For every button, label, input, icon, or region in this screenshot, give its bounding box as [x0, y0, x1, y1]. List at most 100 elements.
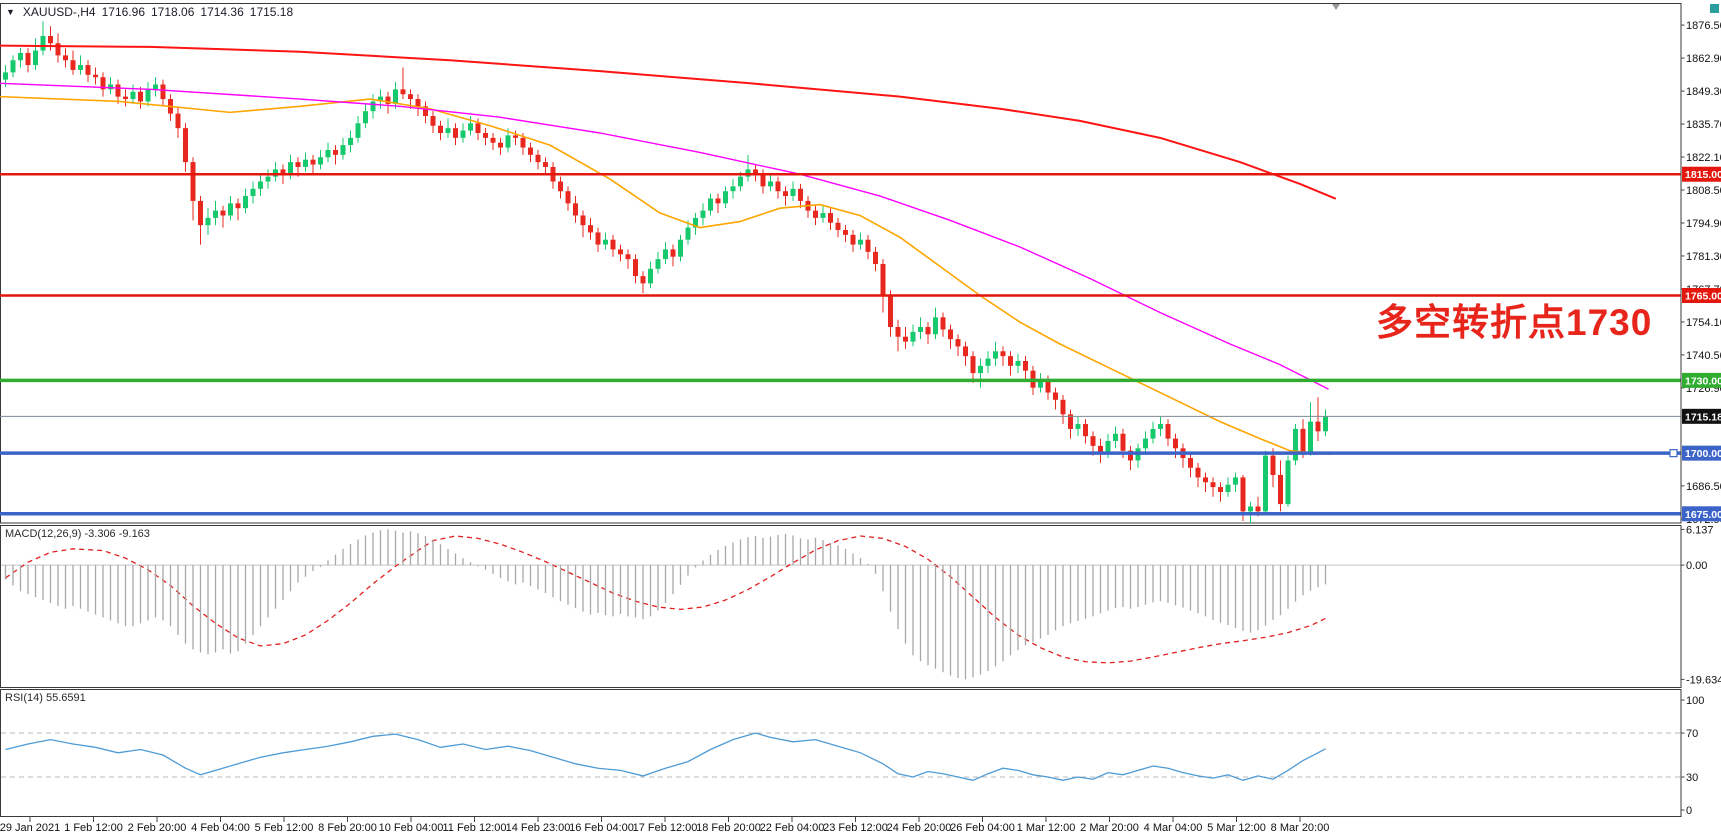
- ohlc-high: 1718.06: [151, 5, 195, 19]
- macd-pane-frame: [0, 525, 1682, 688]
- candle-body: [648, 268, 653, 284]
- candle-body: [378, 96, 383, 102]
- candles: [3, 21, 1328, 524]
- macd-axis-label: 6.137: [1686, 524, 1714, 536]
- time-axis[interactable]: 29 Jan 2021 1 Feb 12:00 2 Feb 20:00 4 Feb 0…: [0, 817, 1329, 834]
- rsi-axis-label: 0: [1686, 805, 1692, 817]
- candle-body: [595, 232, 601, 245]
- candle-body: [678, 239, 683, 257]
- line-drag-handle[interactable]: [1669, 449, 1678, 458]
- time-label: 17 Feb 12:00: [633, 822, 698, 834]
- candle-body: [33, 50, 38, 66]
- rsi-name: RSI(14): [5, 692, 43, 704]
- candle-body: [63, 55, 68, 61]
- price-axis[interactable]: 1876.50 1862.90 1849.30 1835.70 1822.10 1808.…: [1680, 20, 1721, 526]
- time-label: 22 Feb 04:00: [760, 822, 825, 834]
- ma-fast-line: [0, 95, 1331, 456]
- price-axis-label: 1835.70: [1686, 119, 1721, 131]
- candle-body: [85, 65, 91, 75]
- candle-body: [400, 89, 406, 95]
- candle-body: [145, 89, 151, 102]
- candle-body: [505, 135, 511, 148]
- rsi-pane-frame: [0, 689, 1682, 817]
- price-axis-label: 1740.50: [1686, 350, 1721, 362]
- candle-body: [513, 135, 518, 138]
- candle-body: [490, 137, 496, 143]
- time-label: 1 Mar 12:00: [1017, 822, 1076, 834]
- symbol-dropdown-icon[interactable]: ▼: [6, 7, 15, 17]
- candle-body: [1068, 414, 1073, 429]
- macd-axis-label: 0.00: [1686, 560, 1707, 572]
- candle-body: [693, 217, 698, 228]
- candle-body: [213, 210, 218, 218]
- candle-body: [423, 106, 428, 117]
- candle-body: [1263, 455, 1268, 512]
- chart-shift-marker-icon[interactable]: [1332, 4, 1340, 10]
- candle-body: [700, 210, 706, 218]
- annotation-text: 多空转折点1730: [1376, 302, 1653, 343]
- candle-body: [970, 356, 976, 374]
- candle-body: [10, 60, 16, 73]
- candle-body: [475, 123, 481, 133]
- candle-body: [1323, 416, 1328, 432]
- candle-body: [1195, 467, 1201, 478]
- candle-body: [835, 222, 841, 231]
- ohlc-open: 1716.96: [101, 5, 145, 19]
- candle-body: [175, 113, 181, 129]
- main-pane-frame: [0, 3, 1682, 524]
- price-axis-label: 1808.50: [1686, 185, 1721, 197]
- candle-body: [1158, 424, 1163, 429]
- candle-body: [858, 239, 863, 245]
- candle-body: [655, 259, 661, 269]
- candle-body: [55, 43, 61, 56]
- candle-body: [918, 327, 923, 332]
- candle-body: [1270, 455, 1276, 475]
- price-axis-label: 1686.50: [1686, 481, 1721, 493]
- candle-body: [1023, 360, 1028, 371]
- candle-body: [790, 188, 796, 197]
- price-axis-label: 1849.30: [1686, 86, 1721, 98]
- candle-body: [753, 169, 758, 175]
- price-badge-label: 1675.00: [1685, 509, 1721, 521]
- candle-body: [910, 331, 916, 342]
- candle-body: [393, 89, 398, 104]
- price-badge-label: 1715.18: [1685, 411, 1721, 423]
- candle-body: [333, 149, 338, 155]
- candle-body: [115, 84, 121, 97]
- candle-body: [48, 35, 53, 44]
- candle-body: [565, 191, 571, 204]
- candle-body: [220, 210, 226, 216]
- macd-name: MACD(12,26,9): [5, 528, 82, 540]
- candle-body: [295, 162, 301, 167]
- candle-body: [1225, 484, 1231, 492]
- candle-body: [318, 157, 323, 165]
- candle-body: [993, 351, 998, 359]
- candle-body: [243, 196, 248, 209]
- candle-body: [460, 130, 466, 138]
- price-badge-label: 1730.00: [1685, 375, 1721, 387]
- candle-body: [1098, 445, 1103, 454]
- time-label: 14 Feb 23:00: [506, 822, 571, 834]
- ohlc-low: 1714.36: [200, 5, 244, 19]
- candle-body: [948, 329, 953, 340]
- candle-body: [1218, 487, 1223, 492]
- candle-body: [100, 77, 106, 90]
- candle-body: [1248, 506, 1253, 512]
- candle-body: [430, 116, 436, 126]
- price-axis-label: 1822.10: [1686, 152, 1721, 164]
- candle-body: [93, 74, 98, 78]
- candle-body: [933, 317, 938, 335]
- symbol-timeframe-label: XAUUSD-,H4: [22, 5, 96, 19]
- candle-body: [190, 162, 196, 201]
- candle-body: [123, 96, 128, 100]
- candle-body: [265, 176, 271, 182]
- candle-body: [730, 186, 736, 192]
- candle-body: [1240, 477, 1246, 512]
- candle-body: [385, 96, 391, 104]
- ma-slow-line: [0, 44, 1336, 200]
- rsi-axis-label: 70: [1686, 728, 1698, 740]
- candle-body: [1293, 428, 1298, 461]
- price-level-lines[interactable]: [0, 172, 1681, 516]
